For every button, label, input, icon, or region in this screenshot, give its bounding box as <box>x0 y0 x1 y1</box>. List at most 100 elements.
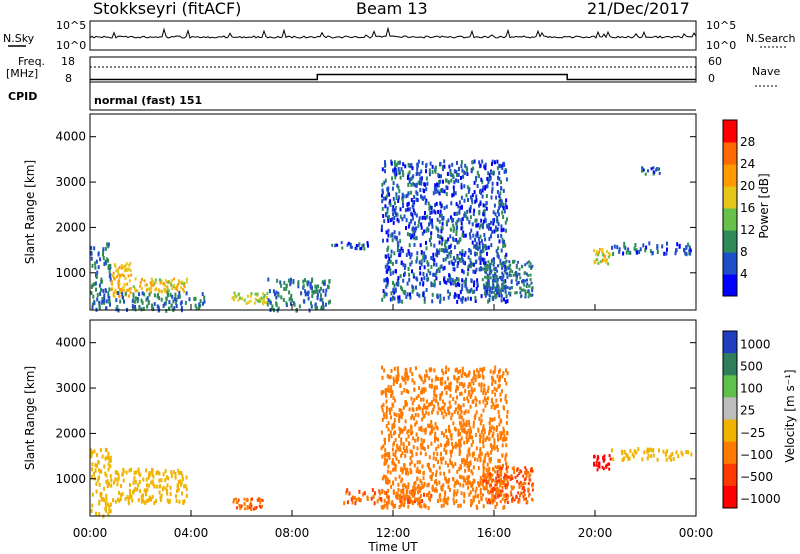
data-cell <box>382 238 384 243</box>
data-cell <box>416 466 419 471</box>
data-cell <box>478 500 481 504</box>
data-cell <box>385 194 388 199</box>
data-cell <box>397 198 400 203</box>
data-cell <box>166 291 169 296</box>
data-cell <box>623 244 626 249</box>
data-cell <box>381 167 384 172</box>
data-cell <box>419 271 422 276</box>
data-cell <box>385 480 387 484</box>
data-cell <box>597 253 599 257</box>
data-cell <box>345 490 348 495</box>
data-cell <box>430 281 433 286</box>
data-cell <box>454 283 457 288</box>
data-cell <box>453 280 456 285</box>
data-cell <box>311 294 314 298</box>
data-cell <box>429 211 432 215</box>
data-cell <box>484 289 487 293</box>
data-cell <box>390 407 393 412</box>
data-cell <box>380 497 383 501</box>
data-cell <box>513 498 516 502</box>
data-cell <box>415 452 418 456</box>
data-cell <box>491 381 494 386</box>
data-cell <box>462 475 465 480</box>
data-cell <box>439 407 442 412</box>
data-cell <box>523 488 526 492</box>
data-cell <box>420 169 423 174</box>
data-cell <box>428 238 431 243</box>
data-cell <box>435 385 438 390</box>
data-cell <box>513 259 516 263</box>
data-cell <box>160 297 163 302</box>
data-cell <box>391 186 394 191</box>
data-cell <box>430 441 433 446</box>
data-cell <box>414 438 417 443</box>
data-cell <box>687 450 690 455</box>
data-cell <box>442 498 445 503</box>
data-cell <box>102 288 105 293</box>
data-cell <box>129 492 131 497</box>
data-cell <box>250 504 253 508</box>
data-cell <box>151 494 154 499</box>
data-cell <box>386 477 389 482</box>
data-cell <box>492 263 495 267</box>
data-cell <box>409 295 412 300</box>
data-cell <box>363 491 366 496</box>
data-cell <box>427 262 430 267</box>
data-cell <box>103 296 106 301</box>
data-cell <box>414 422 417 427</box>
data-cell <box>504 396 507 401</box>
data-cell <box>470 386 473 391</box>
data-cell <box>454 441 457 446</box>
data-cell <box>488 477 491 482</box>
data-cell <box>248 503 251 507</box>
data-cell <box>432 252 435 257</box>
data-cell <box>407 174 410 179</box>
data-cell <box>397 243 400 248</box>
data-cell <box>140 499 143 504</box>
data-cell <box>445 192 448 197</box>
data-cell <box>454 462 457 467</box>
data-cell <box>440 451 442 456</box>
data-cell <box>115 470 118 474</box>
data-cell <box>435 201 438 206</box>
data-cell <box>403 271 406 276</box>
data-cell <box>444 257 447 262</box>
data-cell <box>458 210 461 215</box>
data-cell <box>416 446 419 451</box>
data-cell <box>433 209 436 214</box>
data-cell <box>397 373 400 378</box>
data-cell <box>485 478 488 482</box>
data-cell <box>390 434 393 439</box>
data-cell <box>495 287 498 291</box>
data-cell <box>483 164 486 169</box>
data-cell <box>396 380 398 385</box>
data-cell <box>490 262 493 266</box>
data-cell <box>421 195 424 200</box>
power-colorbar-label: Power [dB] <box>757 173 771 238</box>
data-cell <box>652 172 655 176</box>
station-title: Stokkseyri (fitACF) <box>93 0 241 18</box>
data-cell <box>415 213 418 218</box>
data-cell <box>398 170 401 175</box>
data-cell <box>155 287 158 291</box>
data-cell <box>492 276 495 280</box>
data-cell <box>421 485 424 489</box>
data-cell <box>440 443 443 448</box>
data-cell <box>466 455 469 460</box>
data-cell <box>473 387 476 392</box>
data-cell <box>91 474 94 479</box>
data-cell <box>137 498 140 503</box>
data-cell <box>477 481 480 486</box>
data-cell <box>162 472 165 477</box>
data-cell <box>402 289 405 294</box>
data-cell <box>389 389 392 393</box>
data-cell <box>102 252 104 257</box>
data-cell <box>402 492 405 497</box>
data-cell <box>643 450 646 455</box>
data-cell <box>420 277 423 282</box>
data-cell <box>491 493 494 497</box>
data-cell <box>469 435 471 440</box>
data-cell <box>462 458 465 462</box>
data-cell <box>449 387 452 392</box>
data-cell <box>500 293 503 298</box>
